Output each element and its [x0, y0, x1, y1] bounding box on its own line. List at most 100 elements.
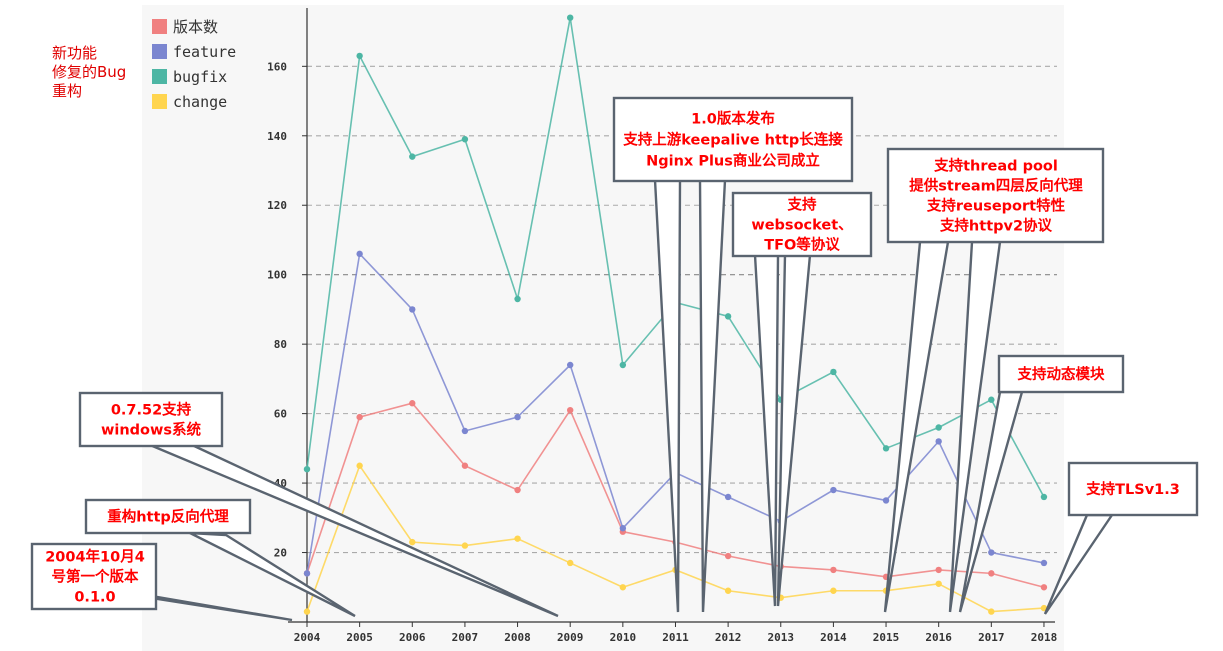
data-point [830, 486, 837, 494]
side-note-line: 新功能 [52, 44, 98, 62]
side-note: 新功能 修复的Bug 重构 [52, 44, 126, 101]
callout-text: 1.0版本发布 [691, 110, 775, 128]
legend-swatch [152, 94, 167, 109]
data-point [303, 465, 311, 473]
callout-boxes: 2004年10月4 号第一个版本 0.1.0 重构http反向代理 0.7.52支持 wi… [30, 96, 1199, 611]
data-point [1040, 559, 1048, 567]
legend-label: change [173, 93, 227, 111]
data-point [356, 250, 363, 258]
x-tick-label: 2008 [504, 631, 531, 644]
data-point [514, 413, 521, 421]
data-point [409, 538, 416, 546]
data-point [724, 313, 732, 320]
data-point [619, 361, 627, 369]
x-tick-label: 2014 [820, 631, 847, 644]
plot-background [142, 5, 1064, 651]
callout-text: 提供stream四层反向代理 [909, 177, 1083, 195]
x-tick-label: 2009 [557, 631, 584, 644]
data-point [514, 535, 521, 542]
callout-v010: 2004年10月4 号第一个版本 0.1.0 [30, 542, 158, 611]
callout-text: 支持reuseport特性 [927, 197, 1066, 215]
data-point [409, 153, 416, 160]
data-point [356, 52, 363, 60]
data-point [514, 295, 521, 303]
data-point [409, 400, 416, 407]
callout-pointers [131, 178, 1115, 622]
callout-box [84, 498, 252, 535]
callout-box [30, 542, 158, 611]
y-tick-label: 60 [274, 408, 287, 421]
callout-text: 号第一个版本 [52, 568, 139, 586]
x-tick-label: 2004 [294, 631, 321, 644]
data-point [935, 438, 942, 445]
callout-box [997, 354, 1125, 394]
data-point [567, 361, 574, 369]
y-tick-label: 20 [274, 547, 287, 560]
x-tick-label: 2016 [925, 631, 952, 644]
y-tick-label: 120 [267, 199, 287, 212]
data-point [1040, 584, 1048, 591]
callout-tls13: 支持TLSv1.3 [1067, 461, 1199, 517]
legend: 版本数 feature bugfix change [152, 18, 236, 111]
callout-threadpool: 支持thread pool 提供stream四层反向代理支持reuseport特性… [886, 147, 1105, 244]
data-point [830, 368, 837, 376]
data-point [461, 136, 469, 143]
data-point [724, 552, 732, 560]
callout-dynmod: 支持动态模块 [997, 354, 1125, 394]
x-tick-label: 2017 [978, 631, 1005, 644]
data-point [988, 570, 995, 577]
callout-box [731, 191, 873, 258]
data-point [882, 445, 890, 452]
data-point [830, 587, 837, 594]
callout-box [886, 147, 1105, 244]
callout-text: Nginx Plus商业公司成立 [646, 152, 820, 170]
callout-text: 支持thread pool [934, 157, 1058, 175]
legend-label: 版本数 [173, 18, 218, 36]
data-point [567, 406, 574, 414]
data-point [567, 14, 574, 21]
callout-text: 支持动态模块 [1018, 365, 1105, 383]
callout-reverse-proxy: 重构http反向代理 [84, 498, 252, 535]
callout-text: 0.1.0 [74, 590, 115, 606]
callout-box [78, 391, 224, 448]
data-point [461, 542, 469, 549]
data-point [619, 584, 627, 591]
data-point [514, 486, 521, 494]
legend-swatch [152, 69, 167, 84]
data-point [356, 413, 363, 421]
y-tick-label: 80 [274, 338, 287, 351]
data-point [303, 570, 311, 577]
y-tick-label: 140 [267, 130, 287, 143]
callout-box [612, 96, 854, 183]
x-tick-label: 2011 [662, 631, 689, 644]
x-tick-labels: 2004 2005 2006 2007 2008 2009 2010 2011 2012 2013… [294, 622, 1057, 644]
x-tick-label: 2006 [399, 631, 426, 644]
callout-text: 重构http反向代理 [107, 508, 229, 526]
data-point [724, 587, 732, 594]
data-point [1040, 493, 1048, 501]
x-tick-label: 2005 [346, 631, 373, 644]
side-note-line: 修复的Bug [52, 63, 127, 81]
data-point [724, 493, 732, 501]
data-point [988, 549, 995, 556]
data-point [988, 608, 995, 615]
x-tick-label: 2018 [1031, 631, 1058, 644]
x-tick-label: 2010 [610, 631, 637, 644]
callout-text: 2004年10月4 [45, 548, 145, 566]
legend-label: bugfix [173, 68, 227, 86]
data-point [935, 566, 942, 574]
data-point [882, 497, 890, 504]
data-point [409, 306, 416, 313]
legend-swatch [152, 44, 167, 59]
callout-box [1067, 461, 1199, 517]
y-tick-label: 100 [267, 269, 287, 282]
side-note-line: 重构 [52, 82, 83, 100]
y-tick-label: 160 [267, 60, 287, 73]
data-point [461, 462, 469, 469]
data-point [303, 608, 311, 615]
callout-text: 支持上游keepalive http长连接 [623, 131, 843, 149]
callout-text: windows系统 [101, 421, 202, 439]
data-point [619, 525, 627, 532]
